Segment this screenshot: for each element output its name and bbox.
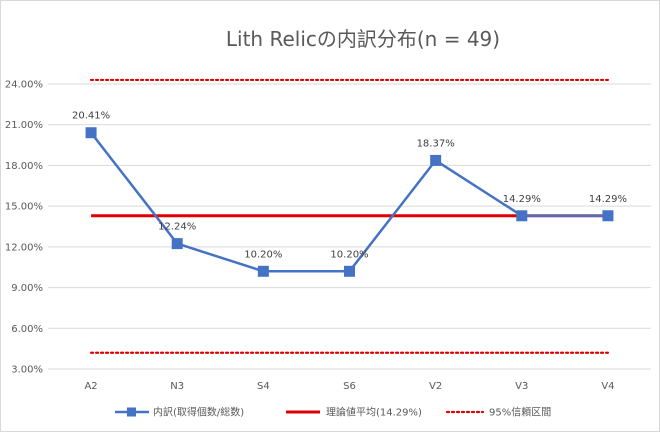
data-point-marker [257, 265, 269, 277]
data-point-marker [344, 265, 355, 277]
data-labels: 20.41% 12.24% 10.20% 10.20% 18.37% 14.29% 14.2… [72, 111, 627, 261]
data-label: 10.20% [244, 249, 282, 260]
y-tick-label: 15.00% [5, 202, 43, 213]
legend: 内訳(取得個数/総数) 理論値平均(14.29%) 95%信頼区間 [115, 406, 551, 419]
x-tick-label: S4 [257, 381, 270, 392]
data-label: 14.29% [503, 194, 541, 205]
x-tick-label: S6 [343, 381, 356, 392]
chart-title: Lith Relicの内訳分布(n = 49) [226, 27, 500, 51]
data-point-marker [430, 154, 442, 166]
x-tick-label: V4 [601, 381, 614, 392]
data-point-marker [602, 210, 614, 222]
y-tick-label: 24.00% [5, 80, 43, 91]
x-axis-ticks: A2 N3 S4 S6 V2 V3 V4 [84, 381, 614, 392]
data-label: 12.24% [158, 222, 196, 233]
x-tick-label: V2 [429, 381, 442, 392]
y-axis-ticks: 3.00% 6.00% 9.00% 12.00% 15.00% 18.00% 21.00% 2… [5, 80, 43, 376]
legend-label: 理論値平均(14.29%) [326, 406, 422, 419]
data-point-marker [516, 210, 528, 222]
y-tick-label: 6.00% [11, 324, 43, 335]
legend-label: 95%信頼区間 [489, 407, 551, 419]
data-label: 14.29% [589, 194, 627, 205]
observed-distribution-series [85, 127, 614, 277]
confidence-interval-lines [89, 78, 610, 354]
x-tick-label: V3 [515, 381, 528, 392]
y-tick-label: 3.00% [11, 365, 43, 376]
data-label: 18.37% [417, 138, 455, 149]
grid-lines [48, 83, 651, 370]
y-tick-label: 12.00% [5, 242, 43, 253]
data-point-marker [171, 238, 183, 250]
y-tick-label: 18.00% [5, 161, 43, 172]
data-label: 20.41% [72, 111, 110, 122]
data-point-marker [85, 127, 97, 139]
y-tick-label: 9.00% [11, 283, 43, 294]
legend-swatch-marker [127, 407, 136, 417]
legend-label: 内訳(取得個数/総数) [153, 406, 244, 419]
data-label: 10.20% [330, 249, 368, 260]
x-tick-label: N3 [170, 381, 184, 392]
y-tick-label: 21.00% [5, 120, 43, 131]
x-tick-label: A2 [84, 381, 97, 392]
